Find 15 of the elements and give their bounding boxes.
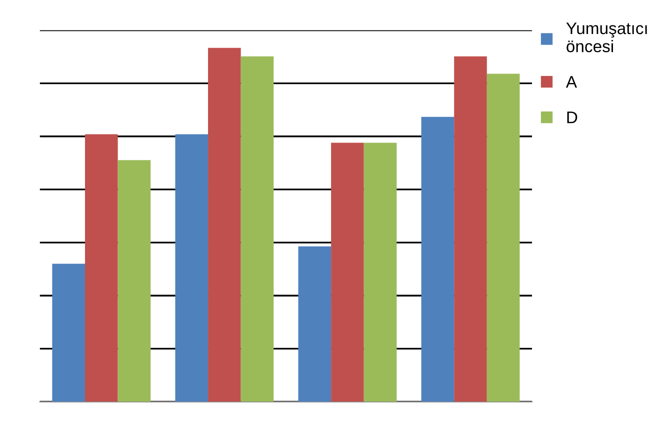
legend-label: A [566, 76, 577, 88]
legend-label: Yumuşatıcı öncesi [566, 22, 647, 52]
bar [364, 142, 397, 402]
bar [331, 142, 364, 402]
bar [118, 160, 151, 402]
bar [240, 56, 274, 402]
bar [454, 56, 487, 402]
bar [421, 116, 454, 402]
bar [175, 134, 208, 402]
legend-label: D [567, 112, 578, 124]
bar [486, 74, 520, 402]
bar [85, 134, 118, 402]
bar [52, 264, 86, 402]
bar [298, 246, 332, 402]
bar [208, 48, 241, 402]
